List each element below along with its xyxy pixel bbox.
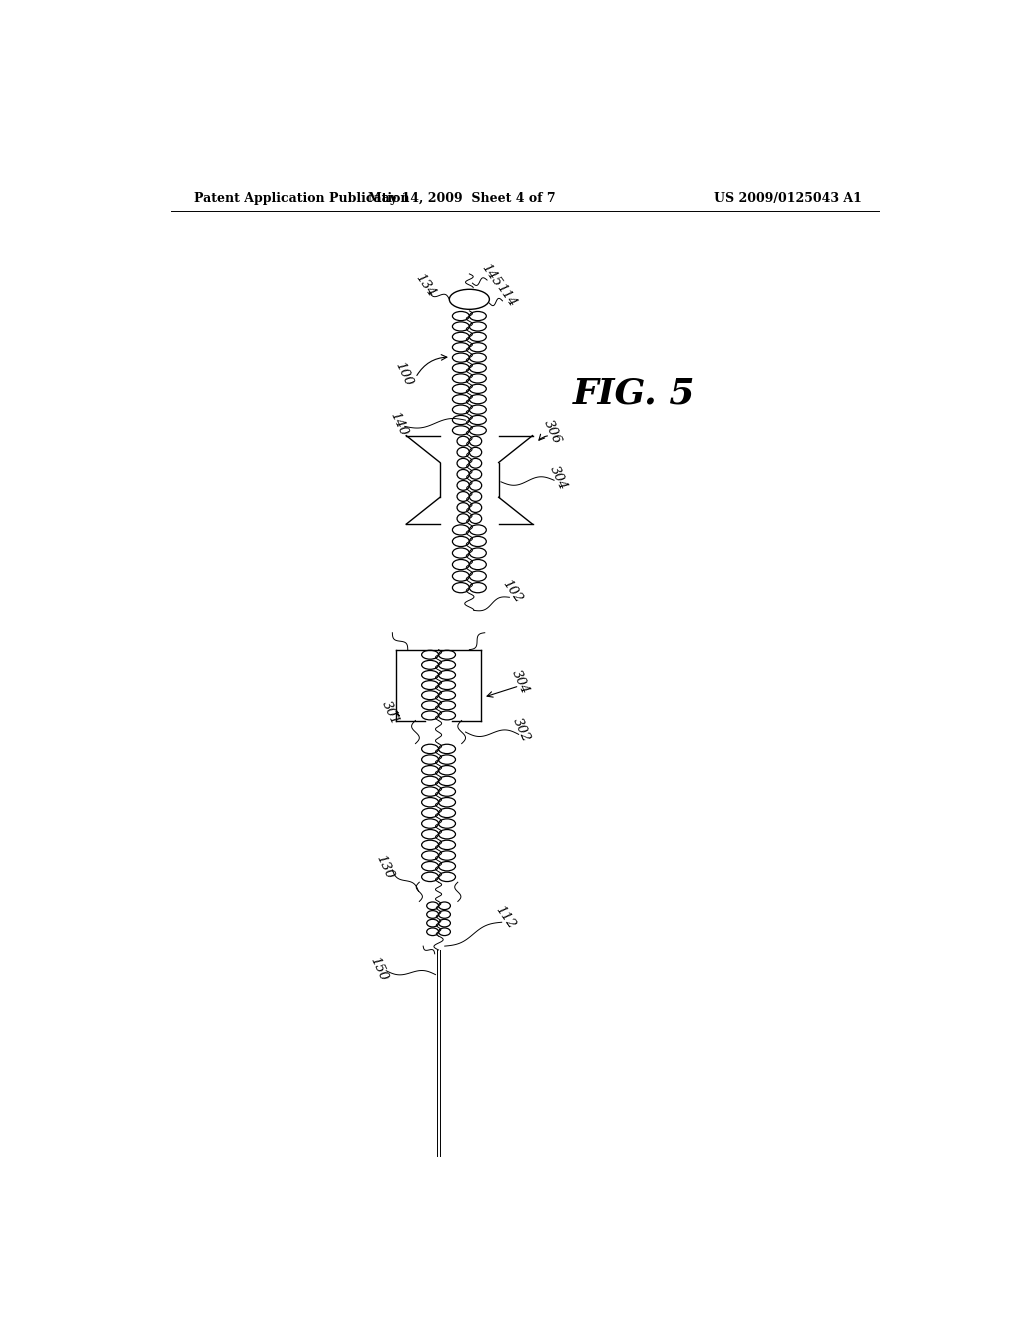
Text: 134: 134 [413,272,437,300]
Text: 304: 304 [548,463,570,492]
Text: 302: 302 [511,715,532,744]
Text: 301: 301 [380,698,402,727]
Text: 114: 114 [494,281,519,309]
Text: May 14, 2009  Sheet 4 of 7: May 14, 2009 Sheet 4 of 7 [368,191,555,205]
Text: 130: 130 [374,853,396,880]
Text: 100: 100 [393,360,415,388]
Text: 150: 150 [368,954,390,982]
Text: Patent Application Publication: Patent Application Publication [194,191,410,205]
Text: 304: 304 [509,668,531,696]
Text: FIG. 5: FIG. 5 [572,376,695,411]
Text: US 2009/0125043 A1: US 2009/0125043 A1 [714,191,862,205]
Text: 102: 102 [500,577,525,605]
Text: 145: 145 [478,261,504,289]
Ellipse shape [450,289,489,309]
Text: 306: 306 [542,417,564,446]
Text: 112: 112 [493,904,517,932]
Text: 140: 140 [387,411,410,438]
